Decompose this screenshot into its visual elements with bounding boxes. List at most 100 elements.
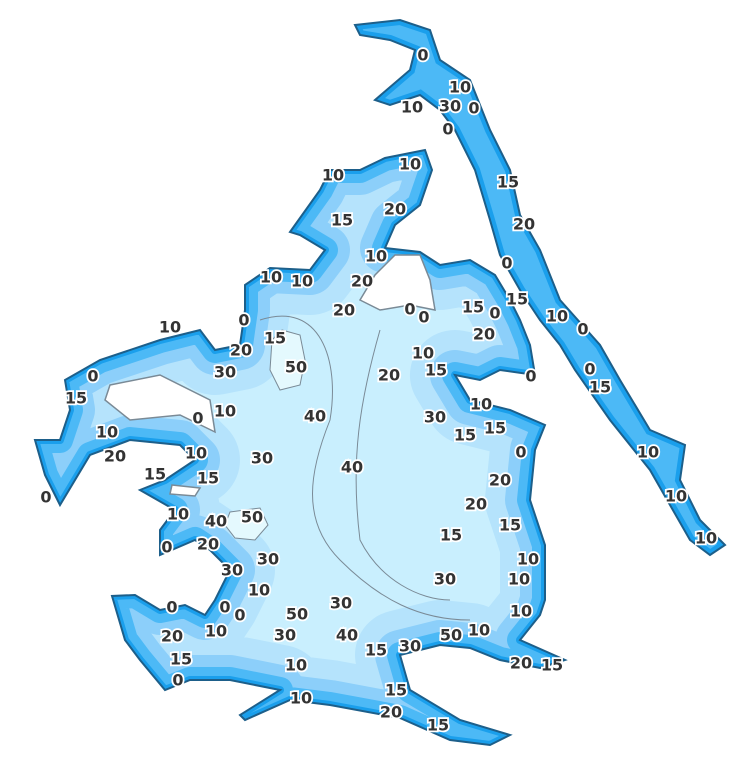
depth-label: 20 — [489, 471, 511, 490]
arm-shoreline — [353, 18, 727, 557]
depth-label: 10 — [260, 268, 282, 287]
depth-50-area — [269, 329, 306, 391]
depth-label: 10 — [695, 529, 717, 548]
depth-label: 15 — [425, 361, 447, 380]
depth-label: 15 — [65, 389, 87, 408]
depth-label: 15 — [589, 378, 611, 397]
depth-label: 15 — [427, 716, 449, 735]
depth-label: 0 — [234, 606, 245, 625]
depth-label: 0 — [219, 598, 230, 617]
depth-label: 40 — [304, 407, 326, 426]
depth-label: 30 — [439, 97, 461, 116]
depth-label: 0 — [192, 409, 203, 428]
depth-label: 40 — [336, 626, 358, 645]
depth-label: 10 — [322, 166, 344, 185]
depth-label: 0 — [577, 320, 588, 339]
depth-label: 0 — [489, 304, 500, 323]
depth-label: 10 — [290, 689, 312, 708]
depth-label: 50 — [285, 358, 307, 377]
depth-label: 30 — [424, 408, 446, 427]
depth-label: 20 — [197, 535, 219, 554]
depth-label: 10 — [510, 602, 532, 621]
depth-label: 15 — [365, 641, 387, 660]
depth-label: 15 — [144, 465, 166, 484]
depth-label: 20 — [513, 215, 535, 234]
depth-label: 10 — [468, 621, 490, 640]
depth-label: 20 — [104, 447, 126, 466]
depth-label: 10 — [449, 78, 471, 97]
depth-label: 15 — [454, 426, 476, 445]
depth-label: 15 — [440, 526, 462, 545]
depth-label: 30 — [274, 626, 296, 645]
depth-label: 10 — [185, 444, 207, 463]
depth-label: 0 — [166, 598, 177, 617]
shoreline — [33, 148, 568, 747]
depth-label: 30 — [399, 637, 421, 656]
depth-label: 15 — [170, 650, 192, 669]
depth-label: 10 — [291, 272, 313, 291]
depth-label: 10 — [167, 505, 189, 524]
depth-label: 20 — [351, 272, 373, 291]
depth-label: 0 — [442, 120, 453, 139]
depth-label: 0 — [161, 538, 172, 557]
depth-label: 10 — [285, 656, 307, 675]
islands — [104, 254, 436, 497]
island — [104, 374, 216, 434]
depth-label: 15 — [197, 469, 219, 488]
depth-label: 30 — [330, 594, 352, 613]
depth-label: 15 — [506, 290, 528, 309]
depth-label: 30 — [221, 561, 243, 580]
depth-label: 0 — [87, 367, 98, 386]
depth-label: 15 — [385, 681, 407, 700]
depth-label: 20 — [510, 654, 532, 673]
depth-label: 15 — [331, 211, 353, 230]
depth-label: 0 — [417, 46, 428, 65]
depth-label: 0 — [404, 300, 415, 319]
depth-label: 0 — [501, 254, 512, 273]
depth-label: 10 — [248, 581, 270, 600]
depth-label: 50 — [286, 605, 308, 624]
depth-label: 10 — [637, 443, 659, 462]
depth-label: 10 — [546, 307, 568, 326]
depth-label: 20 — [384, 200, 406, 219]
depth-label: 50 — [241, 508, 263, 527]
depth-label: 0 — [418, 308, 429, 327]
contour-line-40 — [259, 315, 471, 621]
depth-label: 10 — [214, 402, 236, 421]
island — [358, 254, 436, 311]
depth-50-area — [224, 507, 269, 541]
depth-label: 10 — [365, 247, 387, 266]
depth-label: 20 — [473, 325, 495, 344]
depth-label: 10 — [517, 550, 539, 569]
depth-label: 20 — [380, 703, 402, 722]
depth-label: 0 — [525, 367, 536, 386]
depth-label: 10 — [205, 622, 227, 641]
depth-label: 15 — [541, 656, 563, 675]
depth-label: 0 — [584, 360, 595, 379]
depth-label: 15 — [462, 298, 484, 317]
depth-label: 0 — [515, 443, 526, 462]
depth-label: 0 — [238, 311, 249, 330]
depth-label: 10 — [470, 395, 492, 414]
depth-label: 30 — [251, 449, 273, 468]
island — [169, 484, 202, 497]
depth-label: 15 — [484, 419, 506, 438]
depth-label: 30 — [257, 550, 279, 569]
depth-label: 40 — [205, 512, 227, 531]
depth-label: 10 — [399, 155, 421, 174]
depth-label: 20 — [465, 495, 487, 514]
depth-label: 20 — [378, 366, 400, 385]
depth-label: 10 — [159, 318, 181, 337]
depth-label: 15 — [264, 329, 286, 348]
depth-label: 15 — [497, 173, 519, 192]
depth-label: 10 — [665, 487, 687, 506]
arm-water-area — [355, 20, 725, 555]
depth-label: 15 — [499, 516, 521, 535]
depth-label: 40 — [341, 458, 363, 477]
depth-label: 0 — [172, 671, 183, 690]
depth-label: 20 — [333, 301, 355, 320]
depth-label: 50 — [440, 626, 462, 645]
depth-label: 0 — [40, 488, 51, 507]
